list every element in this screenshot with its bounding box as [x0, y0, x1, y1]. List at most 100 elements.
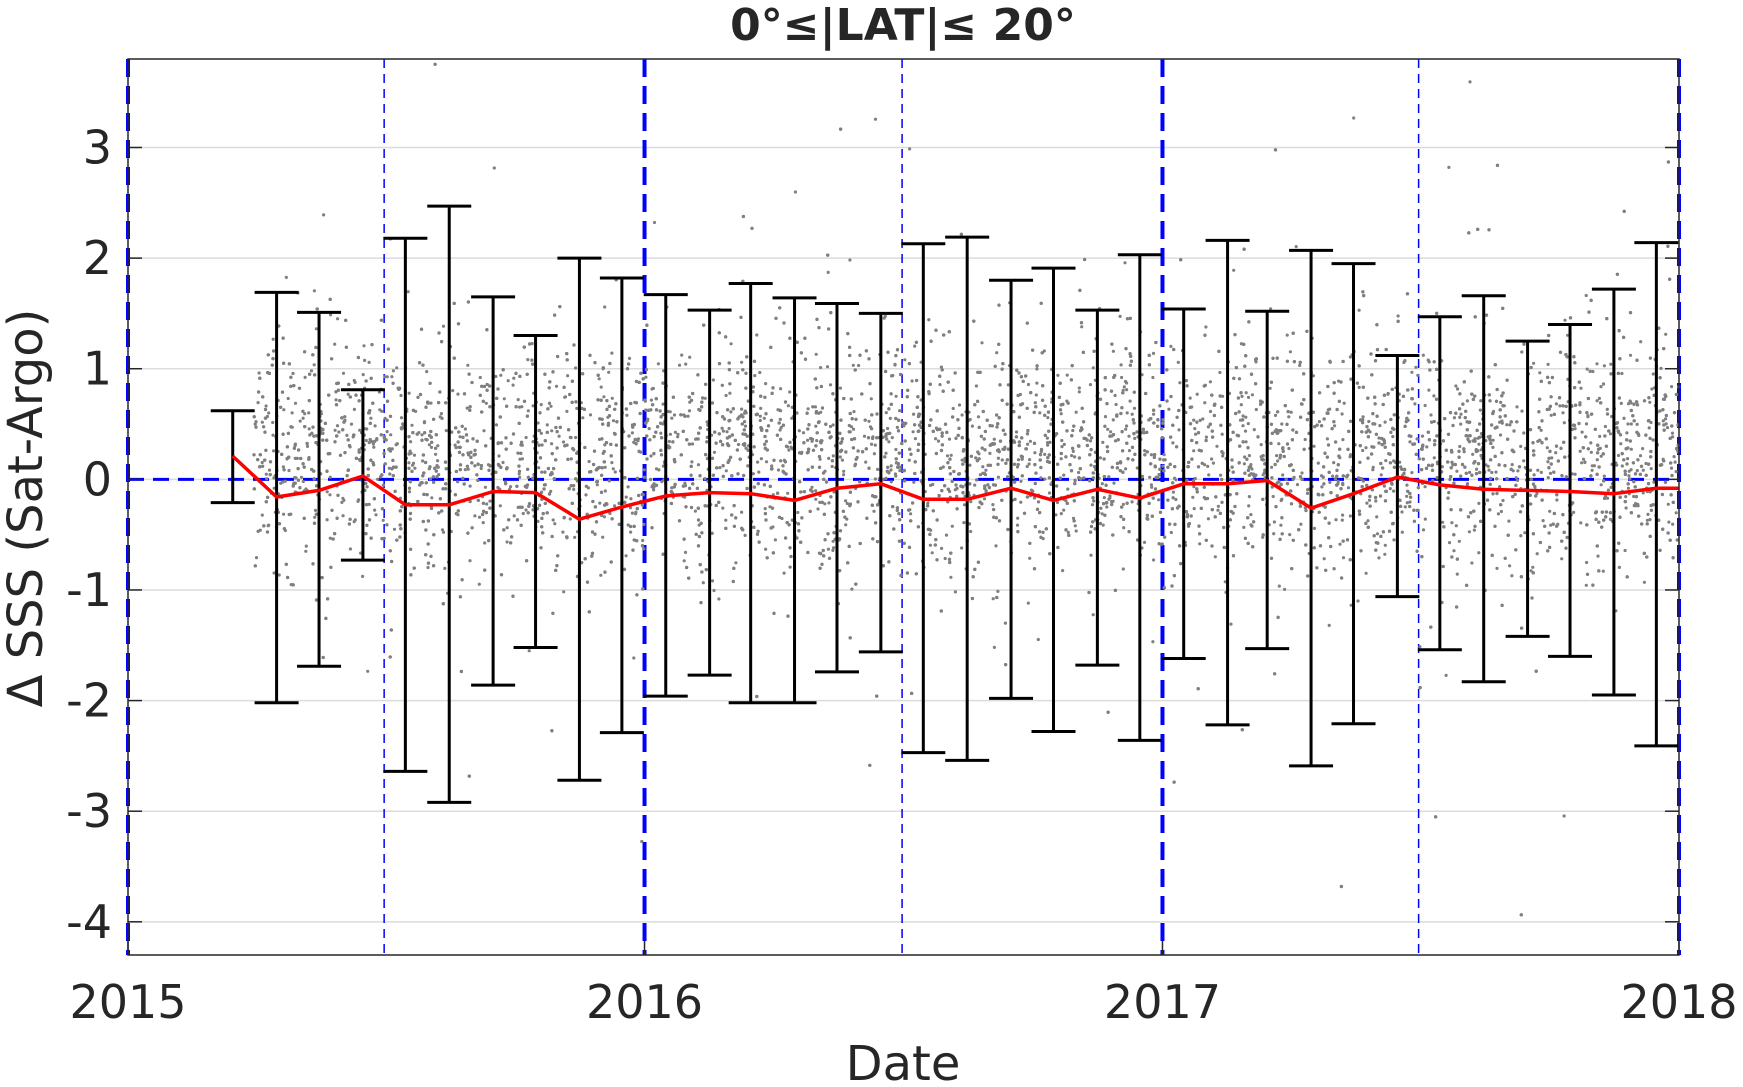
scatter-point: [1606, 488, 1610, 492]
scatter-point: [666, 409, 670, 414]
scatter-point: [886, 426, 890, 431]
scatter-point: [336, 317, 340, 321]
scatter-point: [260, 460, 264, 465]
scatter-point: [303, 412, 307, 416]
scatter-point: [1459, 422, 1463, 426]
scatter-point: [830, 464, 834, 469]
scatter-point: [561, 530, 565, 534]
scatter-point: [686, 414, 690, 418]
scatter-point: [1046, 443, 1050, 447]
scatter-point: [848, 258, 852, 262]
scatter-point: [1642, 580, 1646, 584]
scatter-point: [1192, 418, 1196, 422]
scatter-point: [1174, 497, 1178, 502]
scatter-point: [864, 460, 868, 464]
scatter-point: [1337, 379, 1341, 383]
scatter-point: [1149, 483, 1153, 487]
scatter-point: [950, 524, 954, 528]
scatter-point: [1374, 499, 1378, 503]
scatter-point: [817, 411, 821, 415]
scatter-point: [1005, 475, 1010, 479]
scatter-point: [1441, 520, 1445, 524]
scatter-point: [286, 396, 290, 401]
scatter-point: [773, 538, 778, 542]
scatter-point: [1628, 353, 1633, 357]
scatter-point: [531, 440, 535, 444]
scatter-point: [1103, 415, 1108, 419]
scatter-point: [1458, 415, 1462, 419]
scatter-point: [1073, 455, 1077, 459]
scatter-point: [468, 559, 472, 563]
scatter-point: [939, 365, 944, 369]
scatter-point: [894, 474, 898, 478]
scatter-point: [1648, 518, 1652, 522]
scatter-point: [656, 362, 661, 366]
scatter-point: [1462, 450, 1466, 454]
scatter-point: [740, 407, 744, 411]
scatter-point: [549, 489, 553, 493]
scatter-point: [367, 502, 371, 506]
scatter-point: [363, 358, 367, 362]
scatter-point: [670, 416, 674, 420]
scatter-point: [1515, 478, 1520, 482]
scatter-point: [1247, 495, 1251, 499]
scatter-point: [660, 480, 664, 484]
scatter-point: [313, 515, 317, 519]
scatter-point: [1100, 512, 1104, 516]
scatter-point: [1118, 314, 1122, 318]
scatter-point: [1107, 475, 1111, 479]
scatter-point: [1111, 418, 1115, 422]
scatter-point: [1014, 430, 1019, 434]
scatter-point: [526, 409, 530, 413]
scatter-point: [392, 527, 397, 531]
scatter-point: [1455, 572, 1459, 576]
scatter-point: [407, 461, 411, 465]
scatter-point: [928, 543, 933, 547]
scatter-point: [411, 461, 416, 465]
scatter-point: [1664, 332, 1668, 336]
scatter-point: [676, 432, 680, 436]
scatter-point: [1272, 532, 1276, 536]
scatter-point: [764, 460, 769, 464]
scatter-point: [938, 383, 942, 387]
scatter-point: [1328, 480, 1332, 484]
scatter-point: [1340, 518, 1344, 522]
scatter-point: [1447, 541, 1452, 545]
scatter-point: [1336, 479, 1340, 483]
scatter-point: [1458, 444, 1462, 449]
scatter-point: [1375, 532, 1380, 536]
scatter-point: [1259, 443, 1263, 447]
scatter-point: [1124, 467, 1128, 471]
scatter-point: [827, 456, 831, 460]
scatter-point: [271, 420, 275, 425]
scatter-point: [1122, 526, 1126, 530]
scatter-point: [1130, 412, 1134, 416]
scatter-point: [353, 380, 357, 384]
scatter-point: [851, 427, 856, 431]
scatter-point: [1599, 483, 1603, 487]
scatter-point: [1366, 519, 1370, 523]
scatter-point: [473, 514, 477, 518]
scatter-point: [574, 366, 578, 370]
scatter-point: [1562, 421, 1566, 425]
scatter-point: [301, 479, 305, 484]
scatter-point: [1215, 444, 1219, 448]
scatter-point: [498, 504, 502, 508]
scatter-point: [969, 529, 973, 534]
scatter-point: [1470, 561, 1474, 565]
scatter-point: [960, 546, 964, 550]
scatter-point: [1107, 497, 1111, 501]
scatter-point: [371, 442, 375, 446]
scatter-point: [1379, 473, 1383, 477]
scatter-point: [521, 511, 525, 516]
scatter-point: [1271, 494, 1275, 499]
scatter-point: [549, 404, 553, 408]
scatter-point: [639, 371, 643, 375]
scatter-point: [672, 413, 677, 417]
scatter-point: [1632, 494, 1636, 499]
scatter-point: [1601, 569, 1605, 573]
scatter-point: [1065, 373, 1069, 377]
scatter-point: [712, 588, 716, 593]
scatter-point: [806, 407, 810, 411]
scatter-point: [1071, 516, 1076, 520]
